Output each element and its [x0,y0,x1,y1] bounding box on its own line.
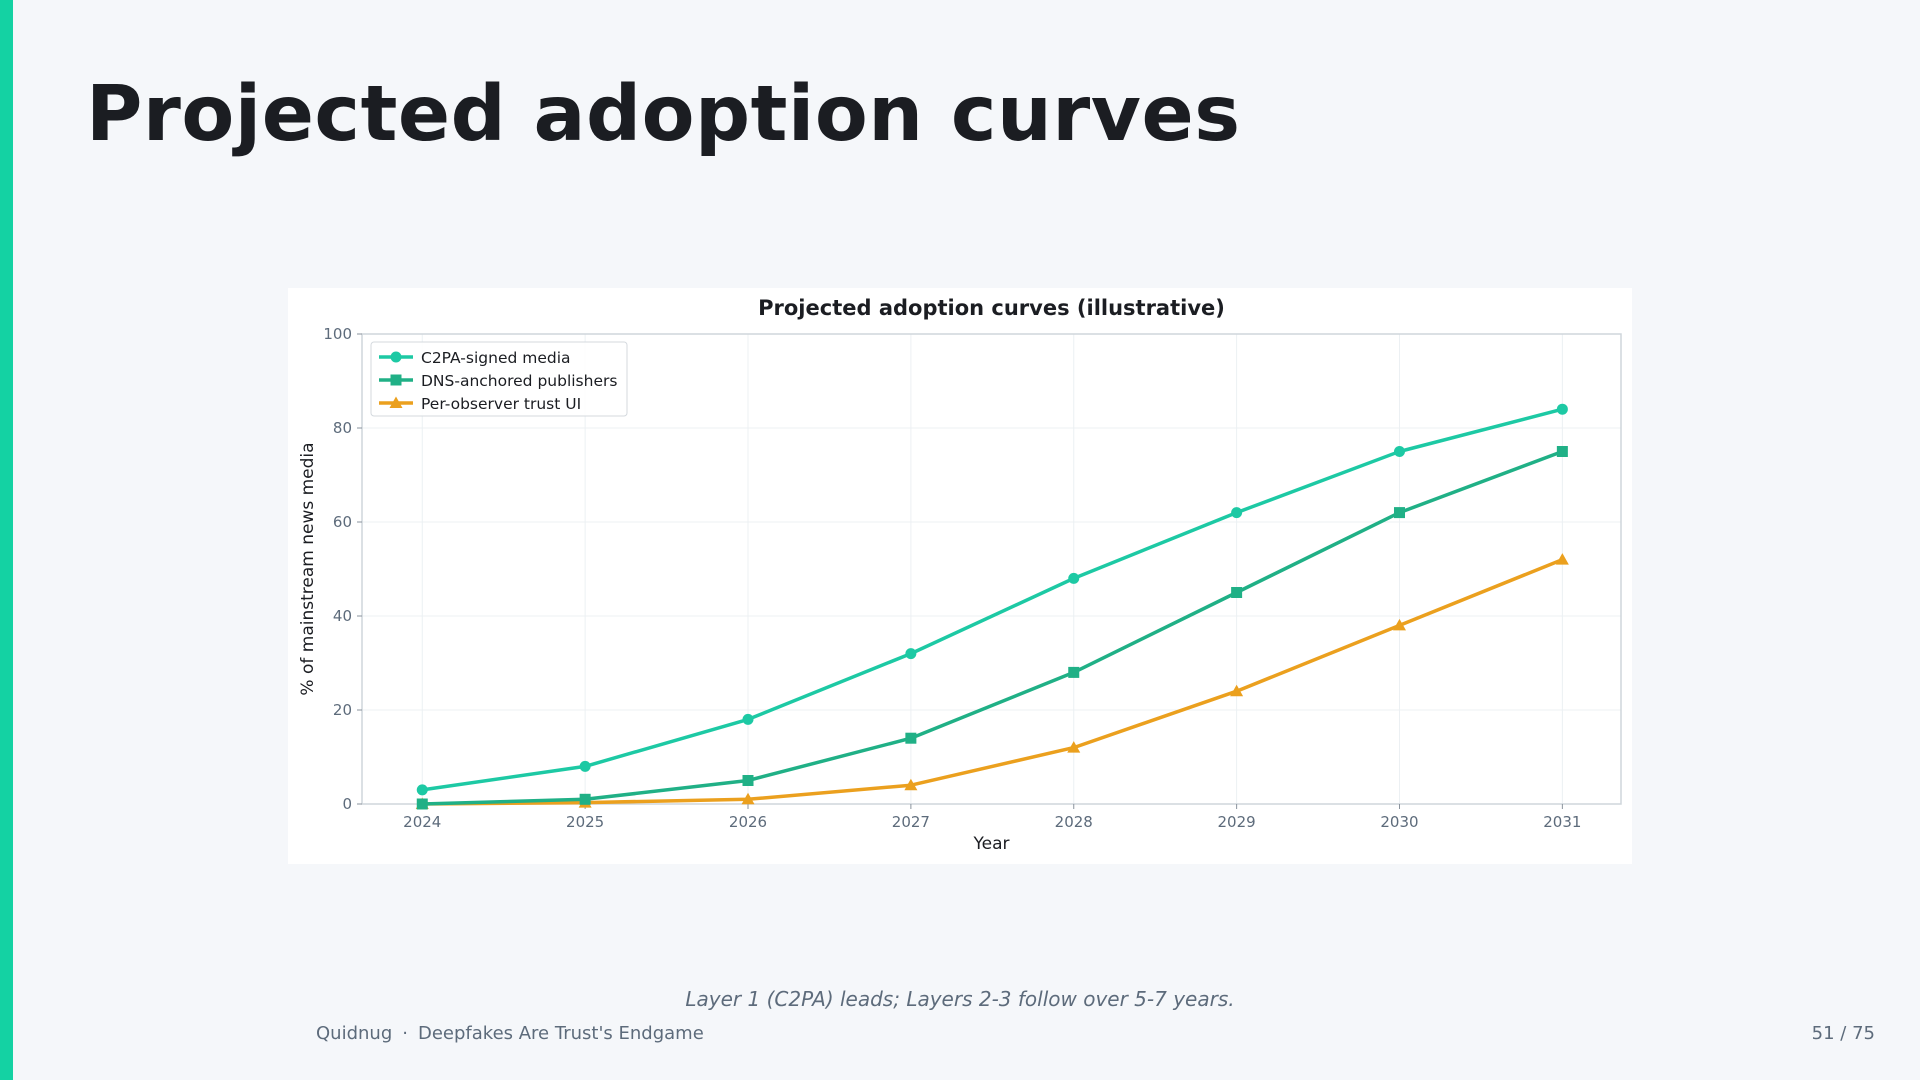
legend-label: Per-observer trust UI [421,395,581,413]
data-point [579,793,591,805]
data-point [1231,507,1243,519]
series-line [420,407,1565,792]
x-tick-label: 2029 [1218,813,1256,831]
data-point [1067,741,1081,753]
y-tick-label: 60 [333,513,352,531]
y-tick-label: 0 [342,795,352,813]
legend-label: DNS-anchored publishers [421,372,617,390]
data-point [742,713,754,725]
page-indicator: 51 / 75 [1811,1023,1875,1044]
slide-caption: Layer 1 (C2PA) leads; Layers 2-3 follow … [685,987,1235,1011]
data-point [579,760,591,772]
y-tick-label: 40 [333,607,352,625]
y-tick-label: 20 [333,701,352,719]
data-point [1230,684,1244,697]
x-tick-label: 2028 [1055,813,1093,831]
legend-label: C2PA-signed media [421,349,571,367]
series-line [420,557,1565,806]
data-point [741,792,755,805]
x-tick-label: 2030 [1380,813,1418,831]
footer-separator: · [402,1023,408,1044]
x-tick-label: 2031 [1543,813,1581,831]
data-point [390,374,402,386]
data-point [1393,507,1405,519]
chart-card: 0 20 40 60 80 100 2024 2025 2026 2027 2028 2029 2030… [288,288,1632,864]
x-tick-label: 2027 [892,813,930,831]
data-point [389,396,403,408]
data-point [1393,446,1405,457]
data-point [904,778,918,791]
data-point [1556,446,1568,457]
adoption-line-chart: 0 20 40 60 80 100 2024 2025 2026 2027 2028 2029 2030… [298,296,1622,854]
data-point [1068,572,1080,584]
data-point [390,351,402,363]
y-axis-label: % of mainstream news media [298,442,318,695]
data-point [1556,403,1568,415]
plot-frame [361,333,1622,805]
data-point [742,775,754,786]
data-point [1392,618,1406,631]
x-tick-label: 2024 [403,813,441,831]
data-point [416,798,428,810]
data-point [1555,553,1569,565]
x-tick-label: 2025 [566,813,604,831]
footer-left: Quidnug · Deepfakes Are Trust's Endgame [316,1023,704,1044]
y-tick-label: 100 [323,325,352,343]
data-point [905,732,917,744]
data-point [1068,666,1080,678]
y-tick-label: 80 [333,419,352,437]
slide-title: Projected adoption curves [86,70,1241,159]
chart-title: Projected adoption curves (illustrative) [758,296,1225,320]
chart-legend [370,341,628,417]
data-point [416,784,428,796]
x-axis-label: Year [973,834,1010,854]
series-line [420,449,1565,806]
footer-deck-title: Deepfakes Are Trust's Endgame [417,1023,704,1044]
footer-brand: Quidnug [316,1023,393,1044]
data-point [905,648,917,660]
data-point [1231,587,1243,598]
accent-bar [0,0,13,1080]
x-tick-label: 2026 [729,813,767,831]
